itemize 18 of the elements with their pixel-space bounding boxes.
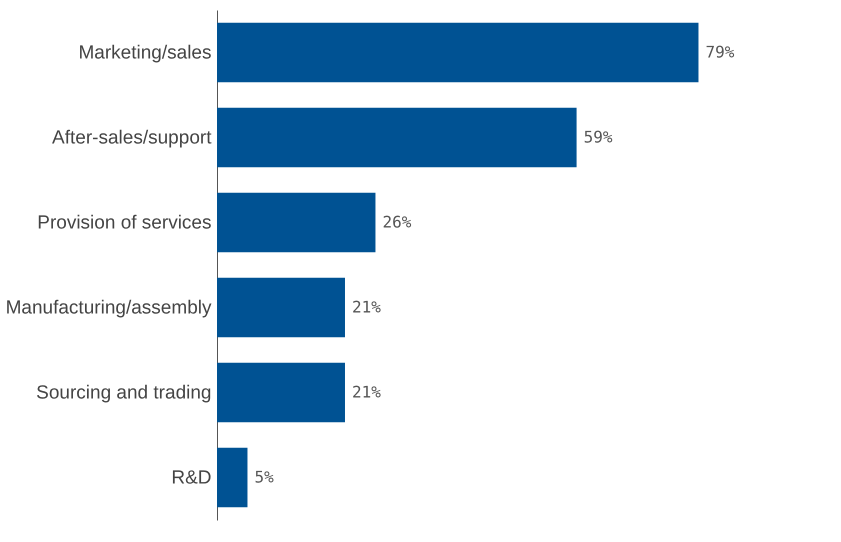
- y-tick-label: Marketing/sales: [78, 42, 212, 64]
- bar: [217, 108, 577, 168]
- data-label: 21%: [352, 298, 382, 316]
- bar: [217, 362, 345, 422]
- data-label: 5%: [254, 468, 274, 486]
- data-label: 79%: [705, 42, 735, 62]
- y-tick-label: Manufacturing/assembly: [6, 298, 212, 318]
- y-tick-label: After-sales/support: [52, 128, 212, 148]
- bar: [217, 448, 248, 508]
- data-label: 21%: [352, 382, 382, 402]
- y-tick-label: Provision of services: [37, 212, 212, 234]
- bar: [217, 278, 345, 338]
- bar: [217, 192, 376, 252]
- y-tick-label: R&D: [171, 468, 212, 488]
- bar: [217, 22, 698, 82]
- data-label: 26%: [382, 212, 412, 232]
- y-tick-label: Sourcing and trading: [36, 382, 212, 404]
- data-label: 59%: [584, 128, 613, 146]
